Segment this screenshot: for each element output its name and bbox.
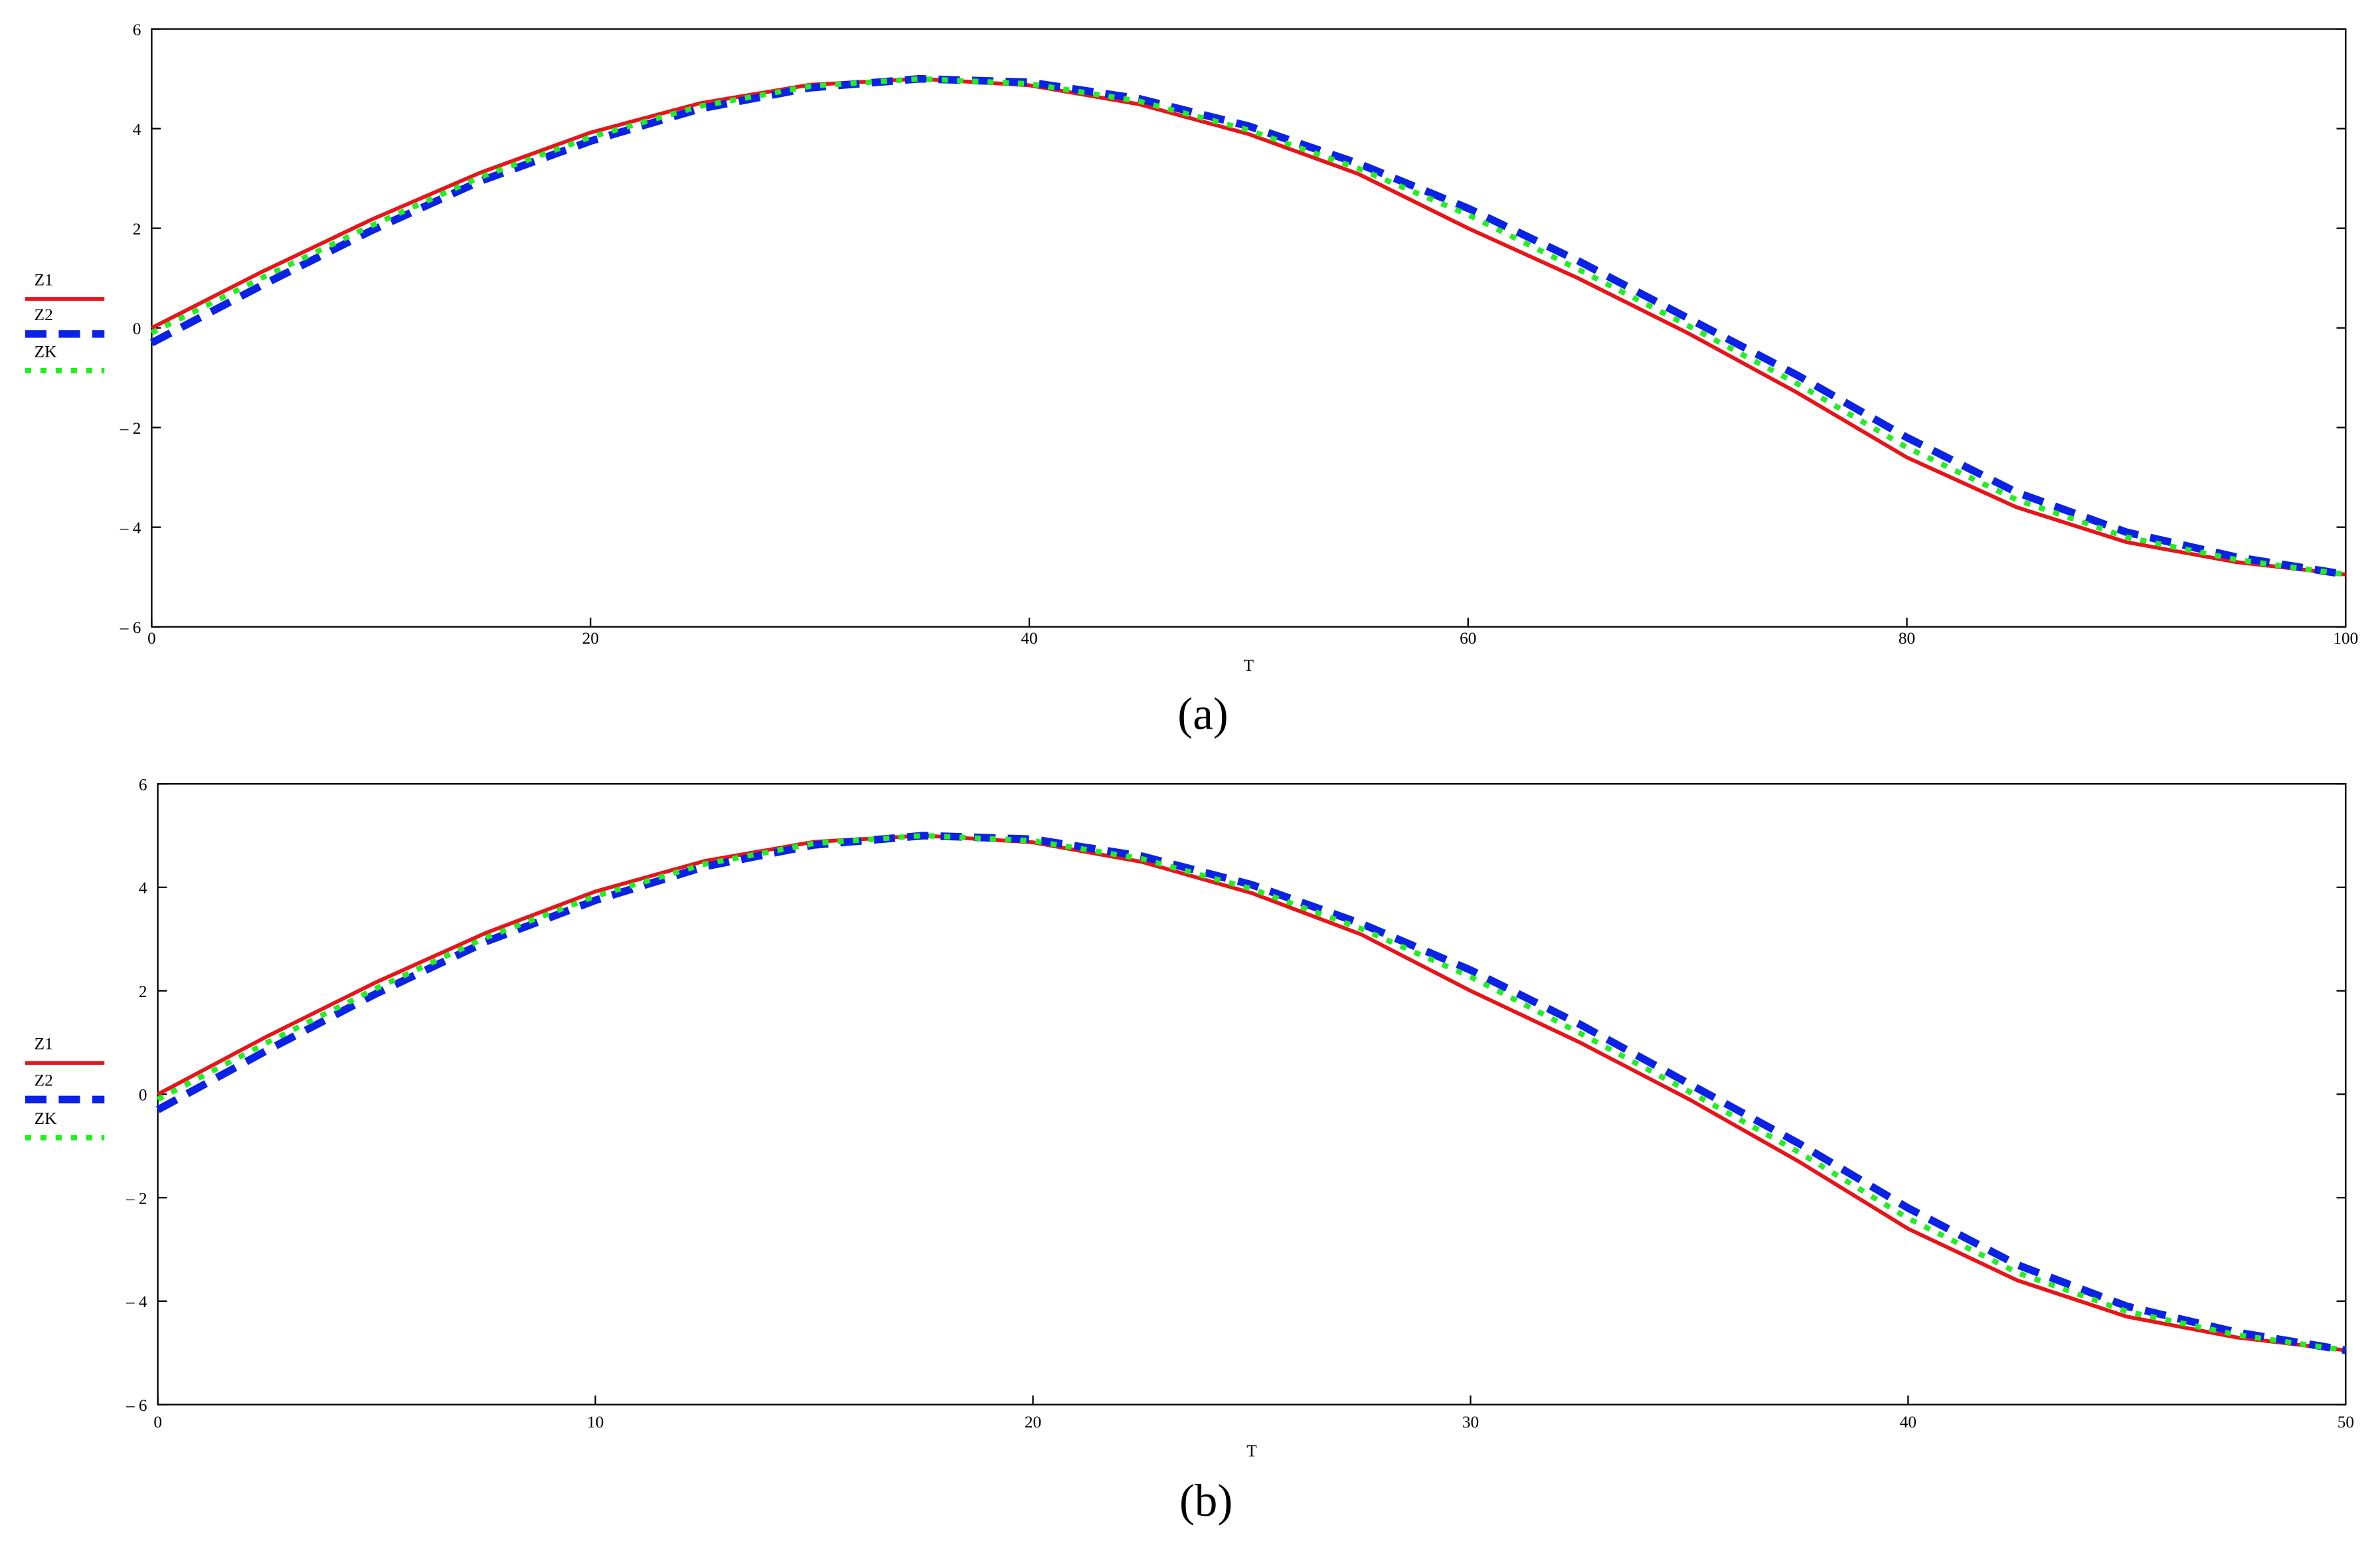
plot-frame: [151, 28, 2347, 628]
x-axis-label: T: [1244, 656, 1254, 675]
series-line: [155, 832, 2347, 1354]
y-tick-label: 2: [139, 982, 147, 1001]
y-tick-label: – 4: [126, 1293, 147, 1311]
y-tick-label: 2: [133, 220, 141, 238]
x-axis-label: T: [1246, 1442, 1256, 1461]
x-tick-label: 0: [147, 629, 156, 648]
legend-label: Z2: [35, 1071, 53, 1090]
y-tick-label: 4: [139, 879, 147, 897]
x-tick-label: 40: [1900, 1413, 1916, 1431]
legend-label: ZK: [35, 342, 57, 361]
plot-frame: [157, 782, 2347, 1406]
y-tick-label: 6: [139, 775, 147, 794]
series-line: [150, 76, 2346, 577]
x-tick-label: 30: [1462, 1413, 1479, 1431]
x-tick-label: 100: [2333, 629, 2358, 648]
x-tick-label: 50: [2338, 1413, 2354, 1431]
y-tick-label: 4: [133, 120, 141, 139]
x-tick-label: 20: [1025, 1413, 1041, 1431]
y-tick-label: – 2: [120, 419, 141, 438]
y-tick-label: – 6: [126, 1396, 147, 1415]
x-tick-label: 60: [1460, 629, 1476, 648]
series-line: [151, 76, 2346, 577]
caption: (a): [1177, 688, 1228, 739]
caption: (b): [1179, 1475, 1232, 1526]
series-line: [156, 832, 2346, 1353]
x-tick-label: 10: [587, 1413, 604, 1431]
y-tick-label: 6: [133, 21, 141, 39]
legend-label: Z1: [35, 1035, 53, 1053]
x-tick-label: 0: [153, 1413, 162, 1431]
y-tick-label: – 6: [120, 618, 141, 637]
y-tick-label: 0: [133, 319, 141, 338]
x-tick-label: 40: [1021, 629, 1037, 648]
legend-label: Z2: [35, 306, 53, 324]
y-tick-label: 0: [139, 1086, 147, 1105]
x-tick-label: 20: [582, 629, 599, 648]
series-line: [149, 74, 2347, 579]
series-line: [157, 834, 2346, 1352]
y-tick-label: – 2: [126, 1189, 147, 1208]
legend-label: Z1: [35, 270, 53, 289]
legend-label: ZK: [35, 1109, 57, 1128]
x-tick-label: 80: [1899, 629, 1915, 648]
y-tick-label: – 4: [120, 519, 141, 537]
